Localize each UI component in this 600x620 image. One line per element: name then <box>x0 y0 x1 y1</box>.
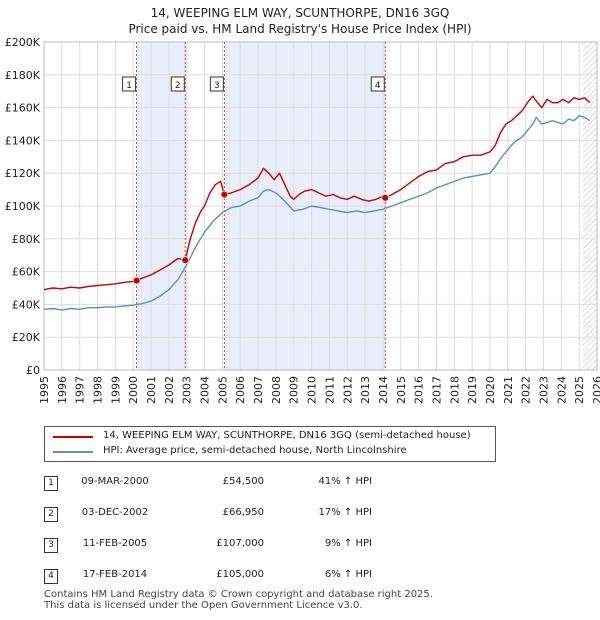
y-tick-label: £60K <box>12 266 41 279</box>
y-tick-label: £20K <box>12 331 41 344</box>
x-tick-label: 2003 <box>181 376 194 404</box>
footer-line-1: Contains HM Land Registry data © Crown c… <box>44 589 433 600</box>
x-tick-label: 2008 <box>270 376 283 404</box>
sale-number-badge: 4 <box>44 569 58 584</box>
legend-swatch-property <box>53 436 93 438</box>
sale-hpi-delta: 17% ↑ HPI <box>318 507 372 518</box>
x-tick-label: 2019 <box>466 376 479 404</box>
sale-number-label: 1 <box>126 81 132 91</box>
sale-row: 2 03-DEC-2002 £66,950 17% ↑ HPI <box>0 507 600 527</box>
x-tick-label: 2001 <box>145 376 158 404</box>
sale-price: £66,950 <box>222 507 264 518</box>
sale-price: £54,500 <box>222 476 264 487</box>
x-tick-label: 2016 <box>413 376 426 404</box>
y-tick-label: £0 <box>26 364 40 377</box>
x-tick-label: 2015 <box>395 376 408 404</box>
sale-number-label: 4 <box>375 81 381 91</box>
x-tick-label: 2014 <box>377 376 390 404</box>
sale-price: £107,000 <box>216 538 264 549</box>
sale-number-label: 3 <box>214 81 220 91</box>
x-tick-label: 2026 <box>591 376 600 404</box>
x-tick-label: 2024 <box>555 376 568 404</box>
sale-point <box>132 276 141 285</box>
sale-price: £105,000 <box>216 569 264 580</box>
x-tick-label: 2021 <box>502 376 515 404</box>
sale-point <box>220 190 229 199</box>
x-tick-label: 1997 <box>74 376 87 404</box>
sale-number-box <box>209 76 224 92</box>
x-tick-label: 1998 <box>92 376 105 404</box>
x-tick-label: 2018 <box>448 376 461 404</box>
sale-number-badge: 1 <box>44 476 58 491</box>
sale-date: 11-FEB-2005 <box>82 538 148 549</box>
x-tick-label: 2000 <box>127 376 140 404</box>
sale-number-box <box>170 76 185 92</box>
x-tick-label: 2005 <box>216 376 229 404</box>
price-chart: £0 £20K £40K £60K £80K £100K £120K £140K £160K £1… <box>5 36 600 404</box>
y-tick-label: £100K <box>5 200 41 213</box>
y-tick-label: £120K <box>5 167 41 180</box>
sale-number-badge: 2 <box>44 507 58 522</box>
x-tick-label: 2022 <box>520 376 533 404</box>
sale-point <box>381 193 390 202</box>
y-tick-label: £200K <box>5 36 41 49</box>
x-tick-label: 2017 <box>430 376 443 404</box>
y-tick-label: £180K <box>5 69 41 82</box>
x-tick-label: 1996 <box>56 376 69 404</box>
sale-point <box>181 256 190 265</box>
series-line-property <box>43 95 591 291</box>
sale-row: 4 17-FEB-2014 £105,000 6% ↑ HPI <box>0 569 600 589</box>
sale-number-badge: 3 <box>44 538 58 553</box>
sale-number-box <box>122 76 137 92</box>
footer-attribution: Contains HM Land Registry data © Crown c… <box>44 589 433 611</box>
x-tick-label: 2009 <box>288 376 301 404</box>
sale-hpi-delta: 6% ↑ HPI <box>324 569 372 580</box>
y-tick-label: £80K <box>12 233 41 246</box>
sale-row: 1 09-MAR-2000 £54,500 41% ↑ HPI <box>0 476 600 496</box>
footer-line-2: This data is licensed under the Open Gov… <box>44 600 363 611</box>
chart-legend: 14, WEEPING ELM WAY, SCUNTHORPE, DN16 3G… <box>44 426 496 462</box>
x-tick-label: 2025 <box>573 376 586 404</box>
legend-swatch-hpi <box>53 451 93 453</box>
chart-title-line2: Price paid vs. HM Land Registry's House … <box>128 22 472 36</box>
y-tick-label: £140K <box>5 134 41 147</box>
x-tick-label: 2023 <box>537 376 550 404</box>
sale-row: 3 11-FEB-2005 £107,000 9% ↑ HPI <box>0 538 600 558</box>
x-tick-label: 1995 <box>38 376 51 404</box>
x-tick-label: 1999 <box>109 376 122 404</box>
sale-date: 03-DEC-2002 <box>81 507 149 518</box>
x-tick-label: 2007 <box>252 376 265 404</box>
x-tick-label: 2020 <box>484 376 497 404</box>
x-tick-label: 2010 <box>306 376 319 404</box>
plot-frame <box>43 41 598 371</box>
x-tick-label: 2012 <box>341 376 354 404</box>
x-tick-label: 2011 <box>323 376 336 404</box>
legend-label-hpi: HPI: Average price, semi-detached house,… <box>103 445 407 456</box>
series-line-hpi <box>43 115 591 311</box>
sale-hpi-delta: 9% ↑ HPI <box>324 538 372 549</box>
sale-date: 09-MAR-2000 <box>81 476 149 487</box>
x-tick-label: 2004 <box>199 376 212 404</box>
x-tick-label: 2002 <box>163 376 176 404</box>
x-tick-label: 2006 <box>234 376 247 404</box>
sale-hpi-delta: 41% ↑ HPI <box>318 476 372 487</box>
y-tick-label: £40K <box>12 298 41 311</box>
sale-number-box <box>370 76 385 92</box>
x-tick-label: 2013 <box>359 376 372 404</box>
y-tick-label: £160K <box>5 102 41 115</box>
legend-label-property: 14, WEEPING ELM WAY, SCUNTHORPE, DN16 3G… <box>103 430 471 441</box>
sale-number-label: 2 <box>175 81 181 91</box>
sale-date: 17-FEB-2014 <box>82 569 148 580</box>
chart-title-line1: 14, WEEPING ELM WAY, SCUNTHORPE, DN16 3G… <box>150 6 450 20</box>
